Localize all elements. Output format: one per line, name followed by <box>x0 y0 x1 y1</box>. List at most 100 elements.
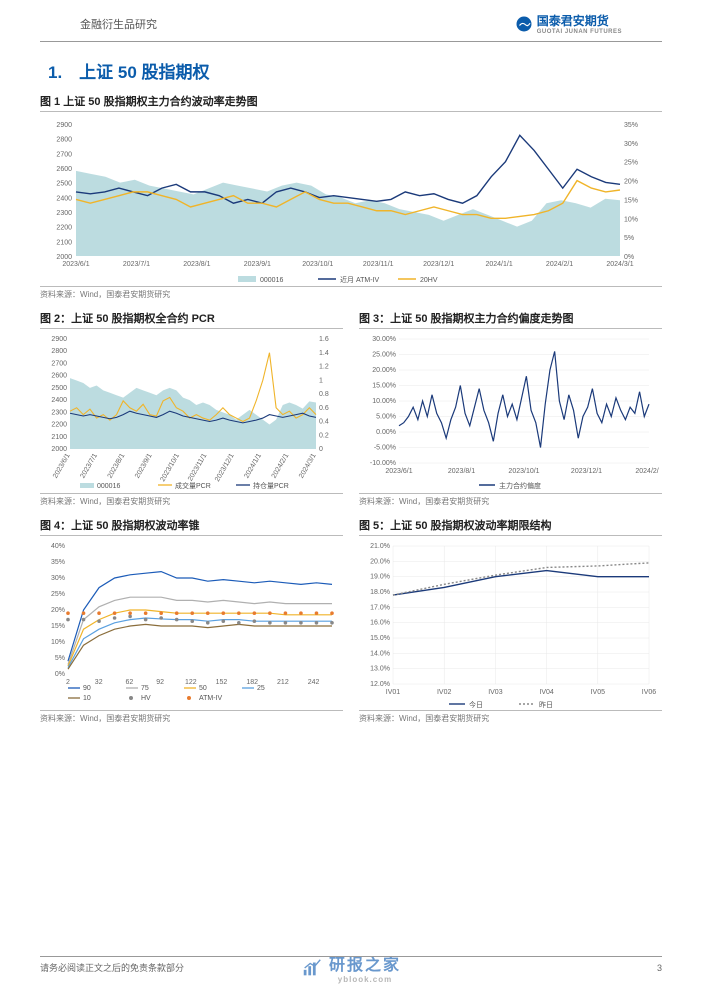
svg-text:10%: 10% <box>51 639 65 646</box>
fig2-source: 资料来源：Wind，国泰君安期货研究 <box>40 493 343 507</box>
svg-text:20.00%: 20.00% <box>372 367 396 374</box>
svg-text:IV02: IV02 <box>437 689 452 696</box>
svg-text:2800: 2800 <box>56 137 72 144</box>
svg-text:2800: 2800 <box>51 348 67 355</box>
svg-text:15%: 15% <box>51 623 65 630</box>
footer-left: 请务必阅读正文之后的免责条款部分 <box>40 961 184 974</box>
svg-text:主力合约偏度: 主力合约偏度 <box>499 481 541 490</box>
fig1-title: 图 1 上证 50 股指期权主力合约波动率走势图 <box>40 93 662 112</box>
svg-text:2023/6/1: 2023/6/1 <box>62 261 89 268</box>
svg-text:20%: 20% <box>624 179 638 186</box>
svg-text:1.4: 1.4 <box>319 350 329 357</box>
svg-text:000016: 000016 <box>260 277 283 284</box>
svg-text:13.0%: 13.0% <box>370 666 390 673</box>
svg-text:20%: 20% <box>51 607 65 614</box>
svg-text:14.0%: 14.0% <box>370 650 390 657</box>
svg-text:2300: 2300 <box>51 409 67 416</box>
svg-text:32: 32 <box>95 679 103 686</box>
svg-text:0.4: 0.4 <box>319 419 329 426</box>
svg-text:2023/6/1: 2023/6/1 <box>52 452 72 479</box>
svg-text:5.00%: 5.00% <box>376 414 396 421</box>
fig3-source: 资料来源：Wind，国泰君安期货研究 <box>359 493 662 507</box>
svg-text:2600: 2600 <box>56 166 72 173</box>
svg-text:35%: 35% <box>624 122 638 129</box>
svg-text:2023/8/1: 2023/8/1 <box>183 261 210 268</box>
svg-text:2000: 2000 <box>51 446 67 453</box>
header-left: 金融衍生品研究 <box>80 16 157 32</box>
svg-text:2023/9/1: 2023/9/1 <box>134 452 154 479</box>
fig1-source: 资料来源：Wind，国泰君安期货研究 <box>40 286 662 300</box>
svg-text:17.0%: 17.0% <box>370 604 390 611</box>
svg-text:5%: 5% <box>624 235 634 242</box>
fig4-chart: 0%5%10%15%20%25%30%35%40%232629212215218… <box>40 540 340 710</box>
svg-text:近月 ATM-IV: 近月 ATM-IV <box>340 275 379 284</box>
svg-text:2100: 2100 <box>56 239 72 246</box>
svg-text:0.8: 0.8 <box>319 391 329 398</box>
svg-text:30%: 30% <box>51 575 65 582</box>
svg-text:1.6: 1.6 <box>319 336 329 343</box>
svg-text:IV01: IV01 <box>386 689 401 696</box>
svg-text:2023/11/1: 2023/11/1 <box>363 261 394 268</box>
svg-text:2023/10/1: 2023/10/1 <box>302 261 333 268</box>
fig1-chart: 2000210022002300240025002600270028002900… <box>40 116 656 286</box>
svg-text:152: 152 <box>216 679 228 686</box>
svg-text:10: 10 <box>83 695 91 702</box>
fig4-source: 资料来源：Wind，国泰君安期货研究 <box>40 710 343 724</box>
svg-text:122: 122 <box>185 679 197 686</box>
svg-text:15.0%: 15.0% <box>370 635 390 642</box>
fig2-chart: 2000210022002300240025002600270028002900… <box>40 333 340 493</box>
svg-text:2024/3/1: 2024/3/1 <box>298 452 318 479</box>
svg-text:19.0%: 19.0% <box>370 574 390 581</box>
fig5-title: 图 5：上证 50 股指期权波动率期限结构 <box>359 517 662 536</box>
svg-text:2023/6/1: 2023/6/1 <box>385 468 412 475</box>
svg-text:昨日: 昨日 <box>539 700 553 709</box>
svg-text:2000: 2000 <box>56 254 72 261</box>
svg-text:15.00%: 15.00% <box>372 383 396 390</box>
svg-text:2023/9/1: 2023/9/1 <box>244 261 271 268</box>
svg-text:16.0%: 16.0% <box>370 620 390 627</box>
svg-text:2023/12/1: 2023/12/1 <box>214 452 236 483</box>
svg-text:-10.00%: -10.00% <box>370 460 396 467</box>
svg-text:2200: 2200 <box>51 422 67 429</box>
svg-text:2700: 2700 <box>56 151 72 158</box>
svg-text:0: 0 <box>319 446 323 453</box>
svg-text:212: 212 <box>277 679 289 686</box>
svg-text:2023/10/1: 2023/10/1 <box>159 452 181 483</box>
svg-text:25%: 25% <box>51 591 65 598</box>
svg-text:242: 242 <box>308 679 320 686</box>
svg-text:IV03: IV03 <box>488 689 503 696</box>
watermark-sub: yblook.com <box>329 975 401 984</box>
svg-text:2400: 2400 <box>56 195 72 202</box>
svg-text:2700: 2700 <box>51 360 67 367</box>
svg-text:2023/7/1: 2023/7/1 <box>123 261 150 268</box>
svg-text:1: 1 <box>319 377 323 384</box>
svg-text:21.0%: 21.0% <box>370 543 390 550</box>
svg-text:5%: 5% <box>55 655 65 662</box>
svg-text:2900: 2900 <box>56 122 72 129</box>
svg-text:IV05: IV05 <box>591 689 606 696</box>
svg-text:2023/7/1: 2023/7/1 <box>79 452 99 479</box>
svg-text:ATM-IV: ATM-IV <box>199 695 223 702</box>
svg-text:90: 90 <box>83 685 91 692</box>
svg-text:2500: 2500 <box>51 385 67 392</box>
svg-text:2023/11/1: 2023/11/1 <box>187 452 208 482</box>
fig5-chart: 12.0%13.0%14.0%15.0%16.0%17.0%18.0%19.0%… <box>359 540 659 710</box>
svg-text:2024/1/1: 2024/1/1 <box>485 261 512 268</box>
svg-text:2024/2/1: 2024/2/1 <box>546 261 573 268</box>
svg-text:IV06: IV06 <box>642 689 657 696</box>
svg-text:2900: 2900 <box>51 336 67 343</box>
fig3-chart: -10.00%-5.00%0.00%5.00%10.00%15.00%20.00… <box>359 333 659 493</box>
svg-text:2023/12/1: 2023/12/1 <box>423 261 454 268</box>
svg-text:62: 62 <box>125 679 133 686</box>
svg-text:今日: 今日 <box>469 700 483 709</box>
svg-text:92: 92 <box>156 679 164 686</box>
svg-text:15%: 15% <box>624 197 638 204</box>
svg-text:2600: 2600 <box>51 373 67 380</box>
svg-text:20HV: 20HV <box>420 277 438 284</box>
svg-text:2023/10/1: 2023/10/1 <box>508 468 539 475</box>
svg-text:HV: HV <box>141 695 151 702</box>
svg-text:2100: 2100 <box>51 434 67 441</box>
svg-text:12.0%: 12.0% <box>370 681 390 688</box>
svg-text:2024/1/1: 2024/1/1 <box>243 452 263 479</box>
svg-text:0%: 0% <box>55 671 65 678</box>
